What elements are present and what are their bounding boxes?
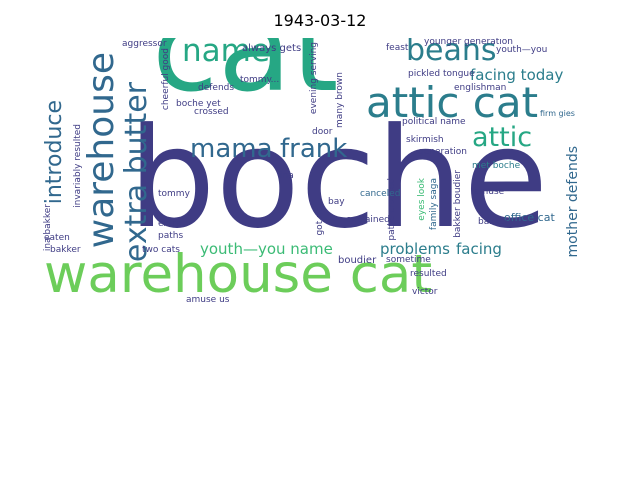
word-resulted: resulted — [410, 269, 447, 279]
word-bakker-2: bakker — [478, 217, 509, 227]
word-firm-gies: firm gies — [540, 109, 575, 118]
word-always-gets: always gets — [242, 43, 302, 54]
word-defends: defends — [198, 83, 235, 93]
word-facing: facing — [456, 240, 502, 258]
word-bakker-boudier: bakker boudier — [453, 170, 463, 238]
word-office-cat: office cat — [504, 211, 555, 224]
word-facing-today: facing today — [470, 66, 564, 84]
word-crossed: crossed — [194, 107, 229, 117]
word-beans: beans — [406, 38, 497, 68]
word-englishman: englishman — [454, 83, 507, 93]
word-warehouse: warehouse — [81, 52, 122, 249]
word-invariably-resulted: invariably resulted — [73, 124, 83, 208]
word-door: door — [312, 127, 333, 137]
word-explained: explained — [346, 215, 390, 225]
word-ina: ina — [280, 171, 294, 181]
word-eaten: eaten — [44, 233, 70, 243]
word-cloud: cat boche warehouse cat attic cat wareho… — [40, 38, 600, 302]
word-family-saga: family saga — [429, 178, 439, 231]
word-aggressor: aggressor — [122, 39, 167, 49]
word-paths-crossed: paths crossed — [387, 178, 397, 241]
word-younger-generation: younger generation — [424, 38, 513, 47]
word-extra-butter: extra butter — [119, 82, 154, 263]
word-boche-yet: boche yet — [176, 99, 221, 109]
word-pickled-tongue: pickled tongue — [408, 69, 475, 79]
word-cat: cat — [152, 38, 339, 119]
word-met-boche: met boche — [472, 161, 521, 171]
word-frank: frank — [280, 134, 348, 164]
word-name: name — [182, 38, 270, 69]
word-youth-you-name: youth—you name — [200, 240, 333, 258]
word-youth-you: youth—you — [496, 45, 548, 55]
word-evening-serving: evening serving — [309, 42, 319, 115]
word-political-name: political name — [402, 117, 466, 127]
word-warehouse-cat: warehouse cat — [44, 244, 433, 302]
word-sometime: sometime — [386, 255, 431, 265]
word-boche: boche — [128, 98, 549, 259]
word-attic-cat: attic cat — [366, 78, 539, 127]
word-paths: paths — [158, 231, 184, 241]
word-many-brown: many brown — [335, 72, 345, 128]
word-mother-defends: mother defends — [565, 146, 581, 258]
word-tommy: tommy — [158, 189, 190, 199]
word-amuse-us: amuse us — [186, 295, 230, 303]
word-introduce: introduce — [42, 100, 67, 205]
word-cheerful-good: cheerful good — [161, 48, 171, 111]
word-amuse: amuse — [474, 187, 505, 197]
chart-title: 1943-03-12 — [273, 11, 367, 30]
word-bakker: bakker — [50, 245, 81, 255]
word-bay: bay — [328, 197, 345, 207]
word-attic: attic — [472, 122, 533, 153]
word-problems: problems — [380, 240, 450, 258]
word-got-rid: got rid — [315, 206, 325, 236]
word-two-cats: two cats — [142, 245, 180, 255]
word-eyes-look: eyes look — [417, 178, 427, 221]
word-tommy-dots: tommy... — [240, 75, 280, 85]
word-extra: extra — [158, 219, 182, 229]
word-generation: generation — [418, 147, 467, 157]
word-mama: mama — [190, 134, 273, 164]
word-skirmish: skirmish — [406, 135, 444, 145]
word-canceled: canceled — [360, 189, 401, 199]
word-feast: feast — [386, 43, 409, 53]
word-victor: victor — [412, 287, 438, 297]
word-boudier: boudier — [338, 255, 377, 266]
